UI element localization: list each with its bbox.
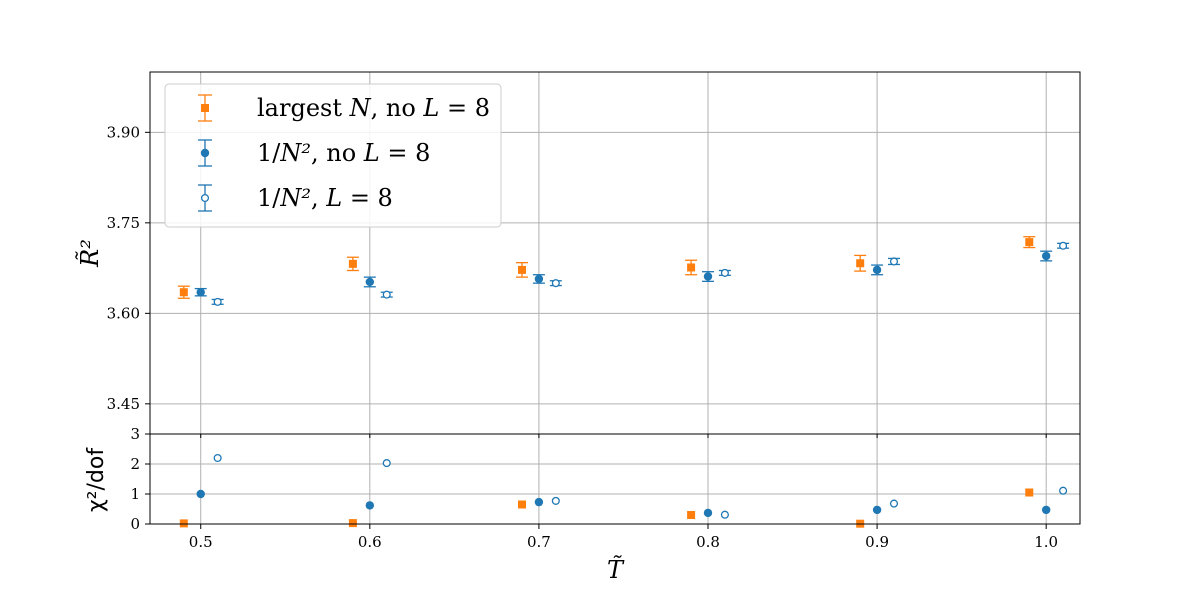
chi2-point-square [518, 500, 526, 509]
chi2-point-circle [703, 508, 713, 518]
data-point-square [856, 259, 865, 268]
data-point-circle [703, 272, 713, 281]
bottom-y-tick-label: 3 [130, 425, 140, 443]
chi2-point-square [1025, 488, 1034, 497]
data-point-square [348, 259, 357, 268]
legend: largest N, no L = 8 1/N², no L = 8 1/N², L… [164, 83, 502, 228]
data-point-circle [1041, 251, 1051, 261]
top-y-tick-label: 3.90 [107, 123, 140, 141]
chi2-point-circle [365, 501, 375, 510]
x-tick-label: 0.6 [358, 533, 382, 551]
x-tick-label: 0.7 [527, 533, 551, 551]
data-point-square [179, 288, 188, 297]
bottom-y-tick-label: 1 [130, 485, 140, 503]
top-y-tick-label: 3.45 [107, 395, 140, 413]
x-tick-label: 0.9 [865, 533, 889, 551]
chi2-point-circle [872, 505, 882, 515]
data-point-open-circle [1059, 241, 1068, 250]
legend-marker [200, 148, 210, 158]
bottom-y-axis-title: χ²/dof [84, 447, 109, 512]
data-point-circle [365, 277, 375, 287]
top-y-axis-title: R̃² [76, 239, 104, 268]
chi2-point-circle [1041, 505, 1051, 515]
legend-label: largest N, no L = 8 [257, 94, 490, 122]
chi2-point-open-circle [720, 510, 729, 519]
x-axis-title: T̃ [607, 556, 625, 584]
bottom-panel-frame [149, 433, 1081, 525]
data-point-square [1025, 238, 1034, 247]
data-point-square [687, 263, 696, 272]
chi2-point-square [179, 519, 188, 528]
x-tick-label: 1.0 [1034, 533, 1058, 551]
data-point-open-circle [213, 297, 222, 306]
legend-label: 1/N², L = 8 [257, 184, 393, 212]
chi2-point-open-circle [213, 453, 222, 463]
data-point-open-circle [551, 279, 560, 288]
data-point-circle [196, 288, 205, 297]
chi2-point-circle [196, 489, 205, 499]
data-point-open-circle [382, 290, 391, 299]
legend-marker [201, 104, 209, 112]
chi2-point-open-circle [551, 496, 560, 505]
bottom-y-tick-label: 2 [130, 455, 140, 473]
data-point-open-circle [889, 257, 899, 266]
bottom-y-tick-label: 0 [130, 515, 140, 533]
chi2-point-open-circle [382, 459, 391, 468]
legend-box [164, 83, 502, 228]
x-tick-label: 0.5 [189, 533, 213, 551]
chi2-point-open-circle [889, 499, 899, 508]
data-point-open-circle [720, 268, 729, 277]
chi2-point-circle [534, 497, 544, 507]
chi2-point-open-circle [1059, 486, 1068, 495]
chi2-point-square [687, 511, 696, 519]
top-y-tick-label: 3.75 [107, 214, 140, 232]
legend-marker [200, 193, 210, 203]
top-y-tick-label: 3.60 [107, 304, 140, 322]
legend-label: 1/N², no L = 8 [257, 139, 430, 167]
x-tick-label: 0.8 [696, 533, 720, 551]
data-point-circle [534, 274, 544, 284]
chi2-point-square [348, 519, 357, 528]
data-point-square [518, 265, 526, 274]
data-point-circle [872, 265, 882, 275]
